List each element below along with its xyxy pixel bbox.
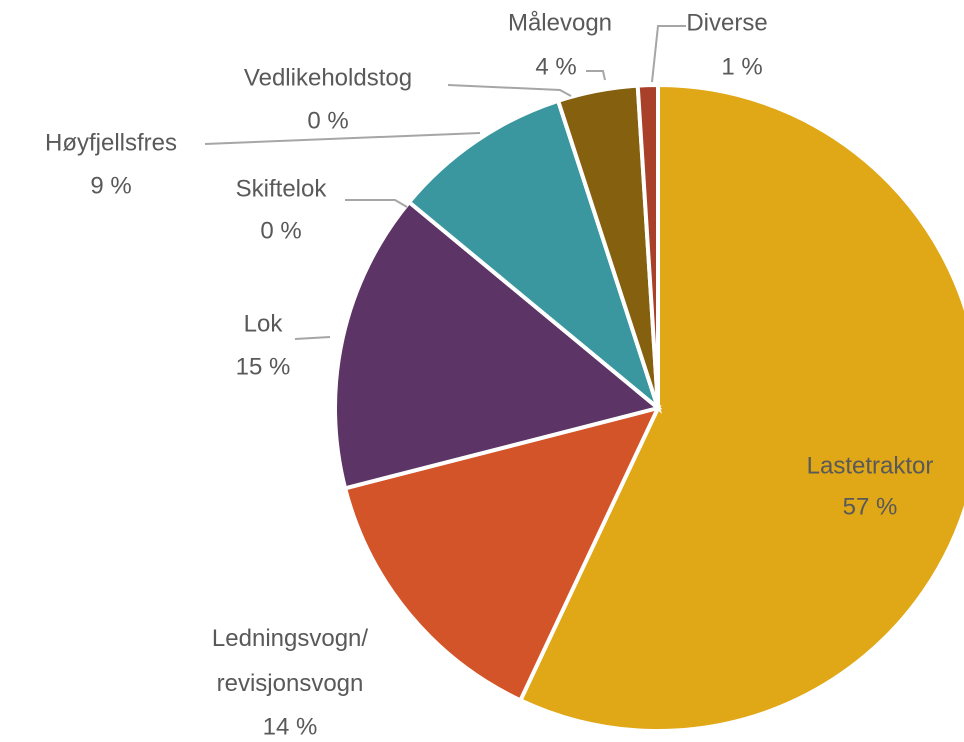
pie-slice	[333, 199, 663, 491]
slice-label: Høyfjellsfres	[45, 129, 177, 156]
leader-line	[447, 84, 572, 97]
slice-label: Diverse	[686, 9, 767, 36]
value-label: 15 %	[236, 353, 291, 380]
value-label: 14 %	[263, 713, 318, 740]
leader-line	[651, 25, 686, 83]
slice-label: Målevogn	[508, 9, 612, 36]
pie-slice	[635, 82, 660, 409]
leader-line	[345, 199, 408, 208]
slice-label: Lastetraktor	[807, 452, 934, 479]
leader-line	[294, 336, 331, 340]
leader-line	[204, 132, 481, 145]
leader-line	[586, 70, 606, 81]
value-label: 4 %	[535, 53, 576, 80]
pie-slice	[517, 82, 964, 733]
value-label: 9 %	[90, 172, 131, 199]
slice-label: Ledningsvogn/revisjonsvogn	[212, 625, 368, 697]
slice-label: Lok	[244, 310, 284, 337]
pie-slice	[406, 98, 663, 414]
label-line: Ledningsvogn/	[212, 625, 368, 652]
slice-label: Vedlikeholdstog	[244, 64, 412, 91]
pie-slice	[342, 405, 662, 703]
label-line: revisjonsvogn	[217, 670, 364, 697]
value-label: 57 %	[843, 493, 898, 520]
slice-label: Skiftelok	[236, 175, 328, 202]
value-label: 0 %	[260, 217, 301, 244]
value-label: 0 %	[307, 107, 348, 134]
value-label: 1 %	[721, 53, 762, 80]
